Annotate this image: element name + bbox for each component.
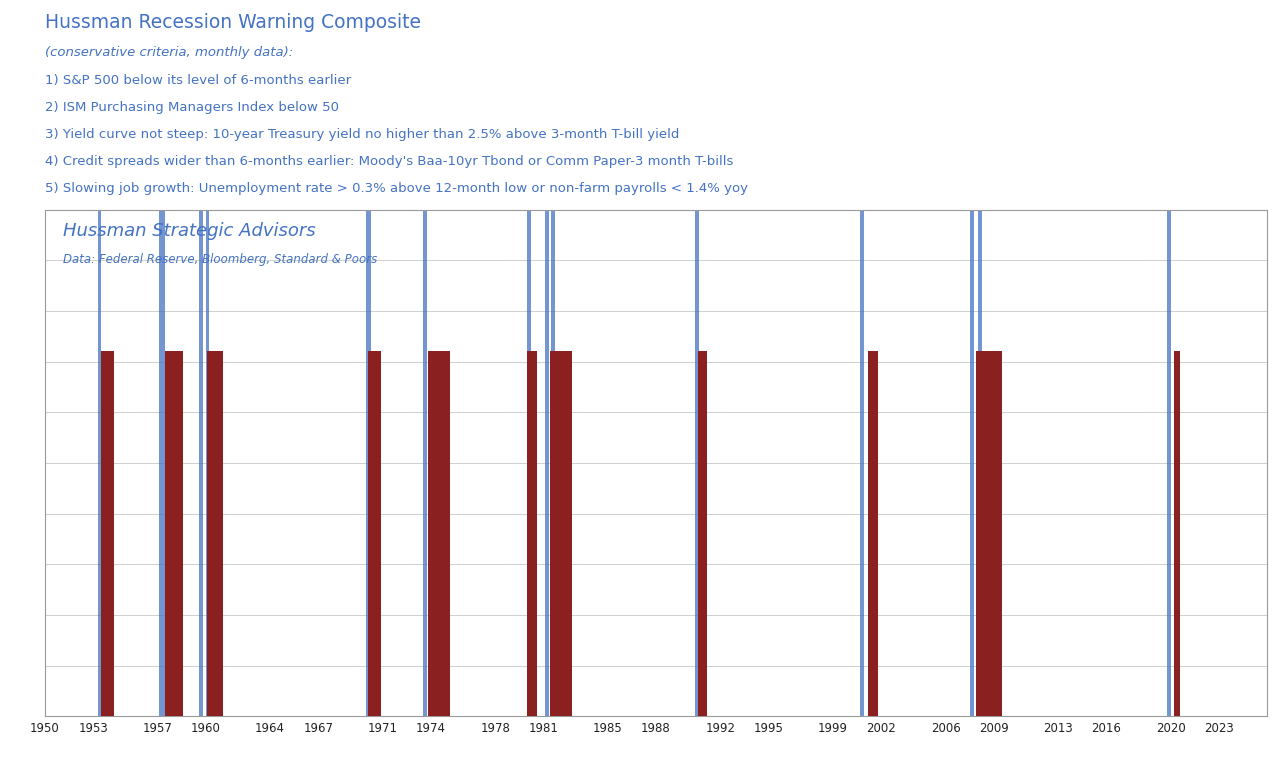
Bar (428, 351, 451, 716)
Bar (101, 351, 114, 716)
Bar (369, 351, 381, 716)
Bar (200, 210, 204, 716)
Bar (978, 210, 982, 716)
Text: Hussman Recession Warning Composite: Hussman Recession Warning Composite (45, 14, 421, 33)
Text: 4) Credit spreads wider than 6-months earlier: Moody's Baa-10yr Tbond or Comm Pa: 4) Credit spreads wider than 6-months ea… (45, 155, 733, 168)
Text: Hussman Strategic Advisors: Hussman Strategic Advisors (63, 223, 316, 240)
Bar (1167, 210, 1171, 716)
Text: (conservative criteria, monthly data):: (conservative criteria, monthly data): (45, 46, 293, 59)
Bar (206, 210, 209, 716)
Bar (527, 351, 538, 716)
Bar (977, 351, 1002, 716)
Bar (550, 351, 572, 716)
Bar (550, 210, 554, 716)
Text: 2) ISM Purchasing Managers Index below 50: 2) ISM Purchasing Managers Index below 5… (45, 101, 339, 114)
Bar (159, 210, 165, 716)
Text: 5) Slowing job growth: Unemployment rate > 0.3% above 12-month low or non-farm p: 5) Slowing job growth: Unemployment rate… (45, 183, 748, 196)
Bar (545, 210, 549, 716)
Bar (207, 351, 223, 716)
Bar (970, 210, 974, 716)
Bar (698, 351, 708, 716)
Text: 3) Yield curve not steep: 10-year Treasury yield no higher than 2.5% above 3-mon: 3) Yield curve not steep: 10-year Treasu… (45, 128, 680, 141)
Bar (1174, 351, 1180, 716)
Text: Data: Federal Reserve, Bloomberg, Standard & Poors: Data: Federal Reserve, Bloomberg, Standa… (63, 253, 378, 266)
Bar (527, 210, 530, 716)
Bar (165, 351, 183, 716)
Bar (366, 210, 370, 716)
Bar (868, 351, 878, 716)
Text: 1) S&P 500 below its level of 6-months earlier: 1) S&P 500 below its level of 6-months e… (45, 74, 351, 87)
Bar (695, 210, 699, 716)
Bar (422, 210, 426, 716)
Bar (97, 210, 101, 716)
Bar (860, 210, 864, 716)
